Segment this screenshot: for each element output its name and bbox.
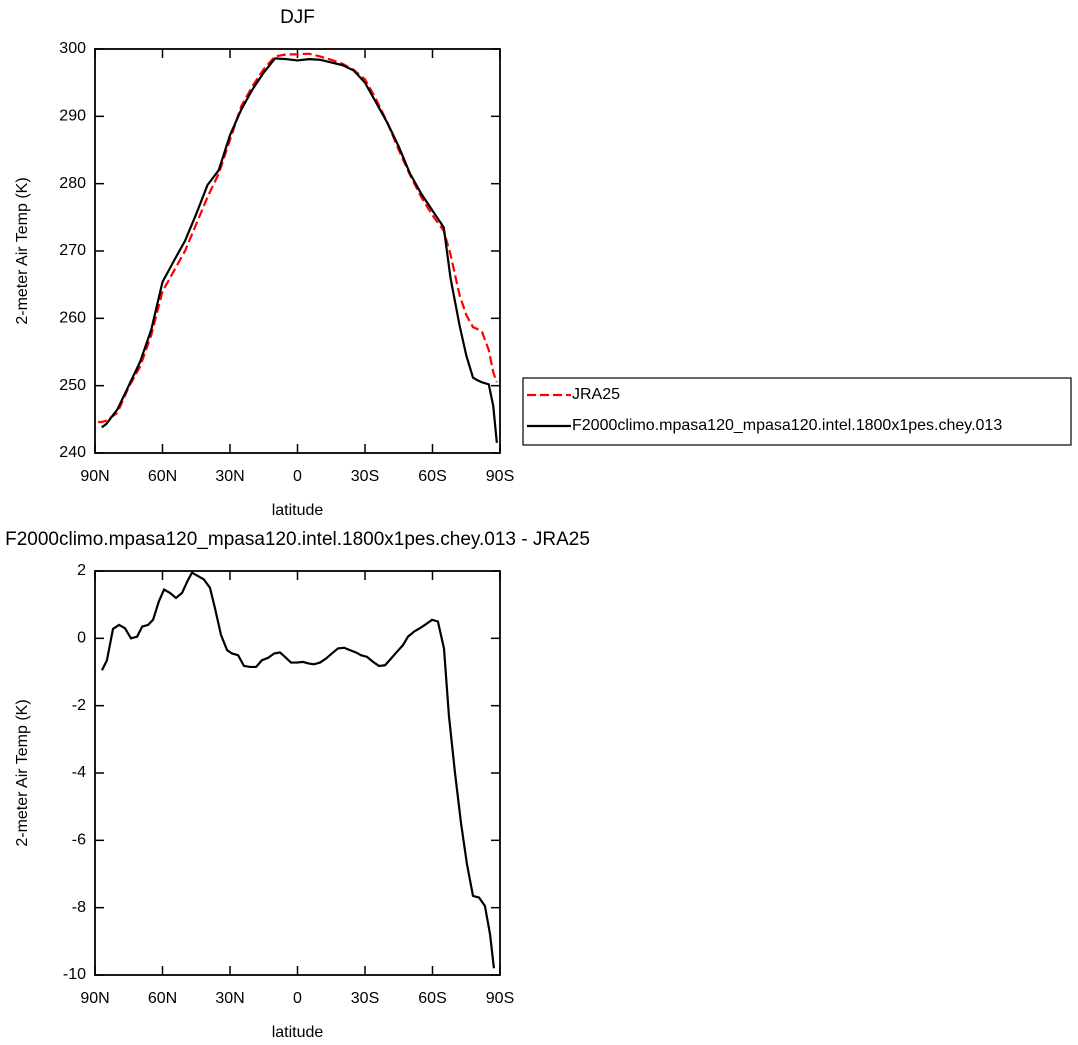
data-line [101, 57, 498, 444]
y-tick-label: 290 [59, 108, 86, 125]
x-tick-label: 0 [293, 990, 302, 1007]
x-tick-label: 60S [418, 468, 446, 485]
legend-label: F2000climo.mpasa120_mpasa120.intel.1800x… [572, 417, 1002, 434]
x-tick-label: 30N [215, 468, 244, 485]
legend-box [522, 377, 1072, 446]
y-tick-label: 300 [59, 40, 86, 57]
y-tick-label: -10 [63, 966, 86, 983]
plot-frame [94, 48, 501, 454]
y-tick-label: 2 [77, 562, 86, 579]
chart-title: DJF [280, 7, 315, 28]
y-tick-label: 280 [59, 175, 86, 192]
x-tick-label: 90N [80, 990, 109, 1007]
x-tick-label: 30S [351, 990, 379, 1007]
x-tick-label: 90S [486, 468, 514, 485]
y-tick-label: -4 [72, 764, 86, 781]
y-tick-label: 0 [77, 630, 86, 647]
x-tick-label: 60N [148, 990, 177, 1007]
x-tick-label: 30N [215, 990, 244, 1007]
x-tick-label: 90N [80, 468, 109, 485]
y-axis-label: 2-meter Air Temp (K) [14, 177, 31, 324]
y-tick-label: 240 [59, 444, 86, 461]
x-tick-label: 0 [293, 468, 302, 485]
plot-frame [94, 570, 501, 976]
legend: JRA25 F2000climo.mpasa120_mpasa120.intel.… [522, 377, 1072, 446]
x-tick-label: 60N [148, 468, 177, 485]
y-tick-label: 260 [59, 310, 86, 327]
x-tick-label: 60S [418, 990, 446, 1007]
y-axis-label: 2-meter Air Temp (K) [14, 699, 31, 846]
x-axis-label: latitude [272, 502, 324, 519]
y-tick-label: -6 [72, 832, 86, 849]
data-line [98, 52, 498, 424]
x-tick-label: 90S [486, 990, 514, 1007]
x-axis-label: latitude [272, 1024, 324, 1041]
chart-title: F2000climo.mpasa120_mpasa120.intel.1800x… [5, 529, 590, 550]
y-tick-label: 250 [59, 377, 86, 394]
y-tick-label: 270 [59, 242, 86, 259]
y-tick-label: -8 [72, 899, 86, 916]
y-tick-label: -2 [72, 697, 86, 714]
data-line [100, 571, 496, 969]
legend-label: JRA25 [572, 386, 620, 403]
x-tick-label: 30S [351, 468, 379, 485]
